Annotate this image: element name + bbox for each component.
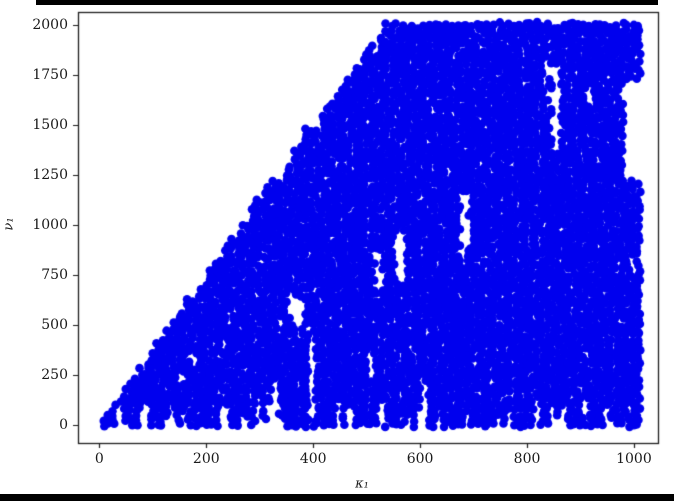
y-axis-label: ν₁	[1, 217, 17, 231]
y-tick-label: 2000	[32, 17, 68, 33]
x-tick-label: 0	[94, 451, 104, 467]
y-tick-label: 1750	[32, 67, 68, 83]
y-tick-label: 1250	[32, 167, 68, 183]
x-tick-label: 800	[513, 451, 541, 467]
x-axis-label: κ₁	[355, 476, 369, 492]
x-tick-label: 600	[406, 451, 434, 467]
y-tick-label: 1500	[32, 117, 68, 133]
y-tick-label: 750	[41, 267, 68, 283]
y-tick-label: 0	[59, 417, 68, 433]
y-tick-label: 250	[41, 367, 68, 383]
y-tick-label: 1000	[32, 217, 68, 233]
x-tick-label: 200	[192, 451, 220, 467]
y-tick-label: 500	[41, 317, 68, 333]
x-tick-label: 1000	[616, 451, 652, 467]
x-tick-label: 400	[299, 451, 327, 467]
